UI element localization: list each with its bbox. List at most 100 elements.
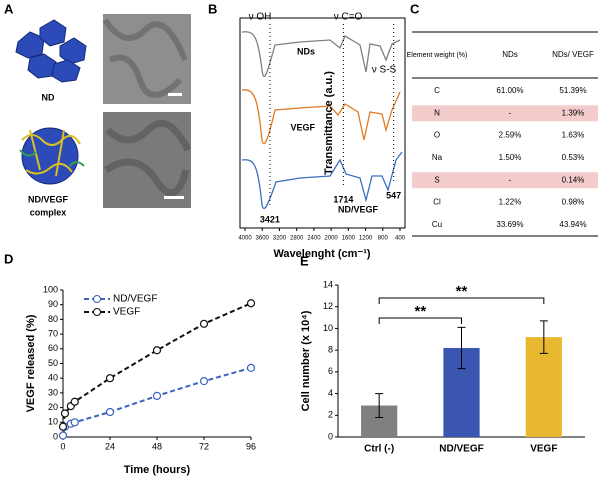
peak-wavenumber: 3421 (260, 214, 280, 224)
error-bar (375, 393, 384, 418)
spectrum-curves (241, 31, 403, 210)
y-tick-label: 60 (48, 343, 58, 353)
x-tick-label: 48 (152, 441, 162, 451)
cell: 1.39% (562, 108, 585, 117)
axis (62, 290, 251, 438)
y-tick-label: 14 (323, 279, 333, 289)
legend-label: ND/VEGF (113, 294, 157, 305)
legend-label: VEGF (113, 307, 140, 318)
x-tick-label: 1200 (359, 236, 373, 242)
significance-bracket (378, 317, 462, 324)
peak-label: ν OH (249, 12, 272, 23)
cell: 33.69% (496, 220, 523, 229)
marker (152, 346, 162, 355)
y-tick-label: 10 (323, 323, 333, 333)
cell: 2.59% (499, 131, 522, 140)
legend-marker (93, 295, 101, 303)
cell: 0.53% (562, 153, 585, 162)
y-tick-label: 50 (48, 358, 58, 368)
cell: Na (432, 153, 443, 162)
spectrum-frame (239, 17, 406, 229)
y-tick-label: 100 (43, 284, 58, 294)
y-tick-label: 20 (48, 402, 58, 412)
panel-label: D (4, 251, 13, 266)
marker (199, 319, 209, 328)
x-tick-label: 3200 (273, 236, 287, 242)
x-tick-label: 1600 (342, 236, 356, 242)
cell: Cl (433, 198, 441, 207)
y-tick-label: 80 (48, 314, 58, 324)
x-tick-label: 2000 (324, 236, 338, 242)
x-tick-label: 2400 (307, 236, 321, 242)
x-tick-label: VEGF (530, 444, 557, 455)
y-axis-label: Transmittance (a.u.) (323, 71, 335, 175)
cell: 51.39% (559, 86, 586, 95)
marker (105, 407, 115, 417)
y-tick-label: 0 (53, 431, 58, 441)
y-tick-label: 40 (48, 373, 58, 383)
x-tick-label: 24 (105, 441, 115, 451)
complex-cluster (19, 127, 85, 185)
y-axis-label: Cell number (x 10⁴) (300, 310, 312, 411)
y-tick-label: 8 (328, 345, 333, 355)
cell: 1.22% (499, 198, 522, 207)
x-tick-label: 4000 (238, 236, 252, 242)
peak-label: ν S-S (372, 65, 397, 76)
error-bar (457, 326, 466, 370)
x-axis-label: Wavelenght (cm⁻¹) (273, 248, 370, 260)
x-tick-label: 3600 (256, 236, 270, 242)
cell: O (434, 131, 440, 140)
marker (70, 418, 79, 427)
significance: ** (414, 303, 426, 320)
marker (199, 377, 209, 386)
significance: ** (456, 283, 468, 300)
scale-bar (168, 93, 182, 96)
cell: Cu (432, 220, 442, 229)
y-axis-label: VEGF released (%) (25, 314, 37, 412)
error-bar (539, 320, 548, 354)
cell: - (509, 175, 512, 184)
cell: N (434, 108, 440, 117)
marker (70, 397, 79, 406)
y-tick-label: 4 (328, 388, 333, 398)
curve-label: NDs (297, 46, 315, 56)
y-tick-label: 12 (323, 301, 333, 311)
x-tick-label: 800 (378, 236, 389, 242)
header-cell: NDs (502, 50, 518, 59)
row-highlight (412, 105, 598, 122)
panel-label: E (300, 253, 309, 268)
x-tick-label: 96 (246, 441, 256, 451)
series-line (62, 366, 252, 436)
x-tick-label: 400 (395, 236, 406, 242)
header-cell: Element weight (%) (407, 52, 468, 59)
cell: - (509, 108, 512, 117)
y-tick-label: 2 (328, 410, 333, 420)
series-line (62, 302, 252, 427)
peak-wavenumber: 1714 (333, 194, 353, 204)
marker (105, 374, 115, 383)
peak-label: ν C=O (334, 12, 363, 23)
complex-label: ND/VEGF (28, 194, 69, 204)
panel-label: A (4, 1, 14, 16)
cell: C (434, 86, 440, 95)
x-tick-label: 72 (199, 441, 209, 451)
scale-bar (164, 196, 184, 199)
row-highlight (412, 172, 598, 189)
cell: 1.50% (499, 153, 522, 162)
y-tick-label: 0 (328, 431, 333, 441)
y-tick-label: 70 (48, 328, 58, 338)
marker (58, 422, 68, 431)
x-tick-label: 0 (60, 441, 65, 451)
marker (246, 363, 256, 373)
legend-marker (93, 308, 101, 316)
x-axis-label: Time (hours) (124, 464, 191, 476)
y-tick-label: 90 (48, 299, 58, 309)
significance-bracket (378, 297, 545, 304)
cell: 61.00% (496, 86, 523, 95)
header-cell: NDs/ VEGF (552, 50, 594, 59)
y-tick-label: 30 (48, 387, 58, 397)
cell: 0.98% (562, 198, 585, 207)
cell: S (434, 175, 439, 184)
peak-wavenumber: 547 (386, 190, 401, 200)
